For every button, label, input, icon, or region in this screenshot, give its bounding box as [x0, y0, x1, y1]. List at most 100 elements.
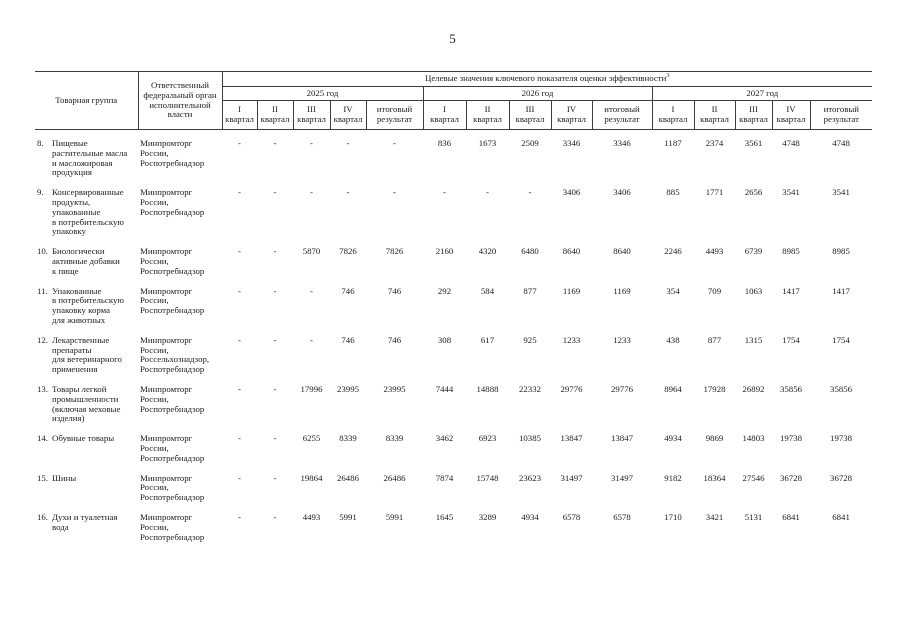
value-cell: 3541	[832, 187, 850, 198]
header-2027-total: итоговый результат	[809, 100, 873, 130]
value-cell: -	[238, 187, 241, 198]
value-cell: 14888	[476, 383, 499, 394]
value-cell: -	[528, 187, 532, 198]
value-cell: 6923	[478, 433, 497, 444]
value-cell: 26486	[383, 472, 406, 483]
value-cell: 1754	[832, 334, 850, 345]
product-group-cell: 14. Обувные товары	[35, 433, 138, 473]
product-group-cell: 8. Пищевые растительные масла и масложиро…	[35, 130, 138, 189]
row-number: 16.	[37, 511, 48, 522]
agency-cell: Минпромторг России, Роспотребнадзор	[140, 285, 205, 316]
value-cell: 4748	[782, 138, 800, 148]
value-cell: 1771	[705, 187, 724, 198]
value-cell: 746	[387, 334, 402, 345]
value-cell: -	[346, 138, 350, 148]
table-row: 15. Шины Минпромторг России, Роспотребнадз…	[35, 472, 872, 513]
value-cell: 35856	[830, 383, 853, 394]
value-cell: -	[238, 433, 241, 444]
product-name: Товары легкой промышленности (включая ме…	[52, 383, 121, 424]
footnote-marker: 3	[666, 72, 670, 80]
product-name: Биологически активные добавки к пище	[52, 246, 120, 276]
value-cell: 4748	[832, 138, 850, 148]
value-cell: 746	[387, 285, 402, 296]
table-header: Товарная группа Ответственный федеральны…	[35, 71, 873, 130]
value-cell: 1233	[562, 334, 581, 345]
header-2026-q2: II квартал	[465, 100, 510, 130]
value-cell: 23995	[383, 383, 406, 394]
value-cell: 6841	[782, 511, 800, 522]
product-group-cell: 12. Лекарственные препараты для ветеринар…	[35, 334, 138, 385]
table-row: 10. Биологически активные добавки к пище М…	[35, 246, 872, 286]
value-cell: -	[393, 138, 396, 148]
header-2027-q4: IV квартал	[771, 100, 811, 130]
value-cell: -	[238, 383, 241, 394]
value-cell: 2374	[705, 138, 724, 148]
value-cell: 1169	[613, 285, 631, 296]
value-cell: 3462	[435, 433, 454, 444]
value-cell: 1417	[832, 285, 850, 296]
value-cell: -	[238, 472, 241, 483]
value-cell: 1315	[744, 334, 763, 345]
value-cell: -	[238, 285, 241, 296]
header-year-2027: 2027 год	[651, 86, 873, 101]
row-number: 10.	[37, 246, 48, 257]
value-cell: 5870	[302, 246, 321, 257]
row-number: 13.	[37, 383, 48, 394]
row-number: 11.	[37, 285, 48, 296]
value-cell: 925	[523, 334, 537, 345]
value-cell: 1187	[664, 138, 682, 148]
header-2026-q3: III квартал	[508, 100, 552, 130]
value-cell: -	[238, 334, 241, 345]
value-cell: 877	[707, 334, 722, 345]
value-cell: 584	[480, 285, 495, 296]
value-cell: 3421	[705, 511, 724, 522]
row-number: 14.	[37, 433, 48, 444]
value-cell: -	[443, 187, 446, 198]
value-cell: 13847	[611, 433, 633, 444]
value-cell: 29776	[611, 383, 633, 394]
product-name: Шины	[52, 472, 77, 483]
product-group-cell: 16. Духи и туалетная вода	[35, 511, 138, 552]
value-cell: 3406	[613, 187, 631, 198]
row-number: 15.	[37, 472, 48, 483]
value-cell: -	[393, 187, 396, 198]
table-body: 8. Пищевые растительные масла и масложиро…	[35, 130, 872, 553]
product-name: Упакованные в потребительскую упаковку к…	[52, 285, 124, 325]
row-number: 12.	[37, 334, 48, 345]
table-row: 9. Консервированные продукты, упакованные…	[35, 187, 872, 247]
value-cell: 8339	[385, 433, 404, 444]
value-cell: 3541	[782, 187, 800, 198]
value-cell: 31497	[611, 472, 633, 483]
value-cell: -	[238, 511, 241, 522]
header-2027-q2: II квартал	[693, 100, 736, 130]
value-cell: 7826	[385, 246, 404, 257]
value-cell: 746	[341, 285, 355, 296]
value-cell: 438	[666, 334, 680, 345]
value-cell: 31497	[560, 472, 583, 483]
table-row: 8. Пищевые растительные масла и масложиро…	[35, 130, 872, 189]
page-number: 5	[449, 31, 456, 46]
value-cell: 26892	[742, 383, 765, 394]
value-cell: 8964	[664, 383, 682, 394]
value-cell: 308	[437, 334, 452, 345]
value-cell: 8640	[613, 246, 631, 257]
product-name: Духи и туалетная вода	[52, 511, 118, 532]
product-name: Консервированные продукты, упакованные в…	[52, 187, 124, 237]
value-cell: 8985	[832, 246, 850, 257]
agency-cell: Минпромторг России, Роспотребнадзор	[140, 246, 205, 276]
value-cell: -	[238, 138, 241, 148]
value-cell: 6480	[521, 246, 539, 257]
value-cell: 1169	[562, 285, 581, 296]
value-cell: -	[273, 383, 277, 394]
value-cell: -	[273, 334, 277, 345]
value-cell: 4934	[521, 511, 539, 522]
value-cell: 23995	[337, 383, 359, 394]
value-cell: 746	[341, 334, 355, 345]
value-cell: 18364	[703, 472, 726, 483]
table-row: 13. Товары легкой промышленности (включая…	[35, 383, 872, 434]
value-cell: -	[273, 138, 277, 148]
row-number: 8.	[37, 138, 44, 148]
agency-cell: Минпромторг России, Роспотребнадзор	[140, 187, 205, 217]
header-target-values-text: Целевые значения ключевого показателя оц…	[424, 73, 667, 84]
value-cell: 9182	[664, 472, 682, 483]
